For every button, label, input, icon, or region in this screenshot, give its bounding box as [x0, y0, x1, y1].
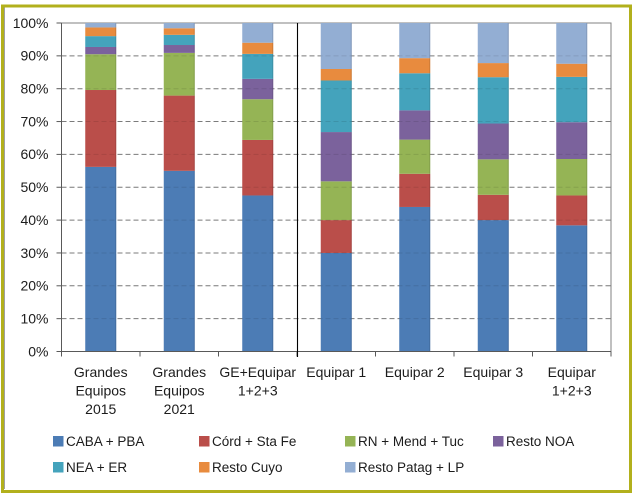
svg-text:60%: 60% [20, 146, 48, 162]
svg-text:20%: 20% [20, 278, 48, 294]
svg-text:Equipos: Equipos [154, 383, 205, 399]
svg-text:GE+Equipar: GE+Equipar [219, 364, 296, 380]
svg-text:Resto Patag + LP: Resto Patag + LP [358, 460, 464, 475]
svg-text:Equipar 3: Equipar 3 [463, 364, 523, 380]
svg-text:10%: 10% [20, 310, 48, 326]
svg-text:2021: 2021 [164, 401, 195, 417]
svg-text:Resto NOA: Resto NOA [506, 434, 574, 449]
svg-text:NEA + ER: NEA + ER [66, 460, 127, 475]
svg-text:Resto Cuyo: Resto Cuyo [212, 460, 283, 475]
svg-text:100%: 100% [13, 15, 49, 31]
svg-text:1+2+3: 1+2+3 [238, 383, 278, 399]
svg-text:RN + Mend + Tuc: RN + Mend + Tuc [358, 434, 464, 449]
svg-text:40%: 40% [20, 212, 48, 228]
svg-text:90%: 90% [20, 48, 48, 64]
svg-text:Equipar: Equipar [548, 364, 597, 380]
svg-text:Equipos: Equipos [75, 383, 126, 399]
svg-text:Córd + Sta Fe: Córd + Sta Fe [212, 434, 296, 449]
svg-text:30%: 30% [20, 245, 48, 261]
svg-text:Grandes: Grandes [152, 364, 206, 380]
svg-text:80%: 80% [20, 81, 48, 97]
svg-text:2015: 2015 [85, 401, 116, 417]
svg-text:Grandes: Grandes [74, 364, 128, 380]
svg-text:Equipar 2: Equipar 2 [385, 364, 445, 380]
svg-text:50%: 50% [20, 179, 48, 195]
svg-text:1+2+3: 1+2+3 [552, 383, 592, 399]
svg-text:Equipar 1: Equipar 1 [306, 364, 366, 380]
svg-text:CABA + PBA: CABA + PBA [66, 434, 144, 449]
svg-text:0%: 0% [28, 343, 48, 359]
svg-text:70%: 70% [20, 113, 48, 129]
